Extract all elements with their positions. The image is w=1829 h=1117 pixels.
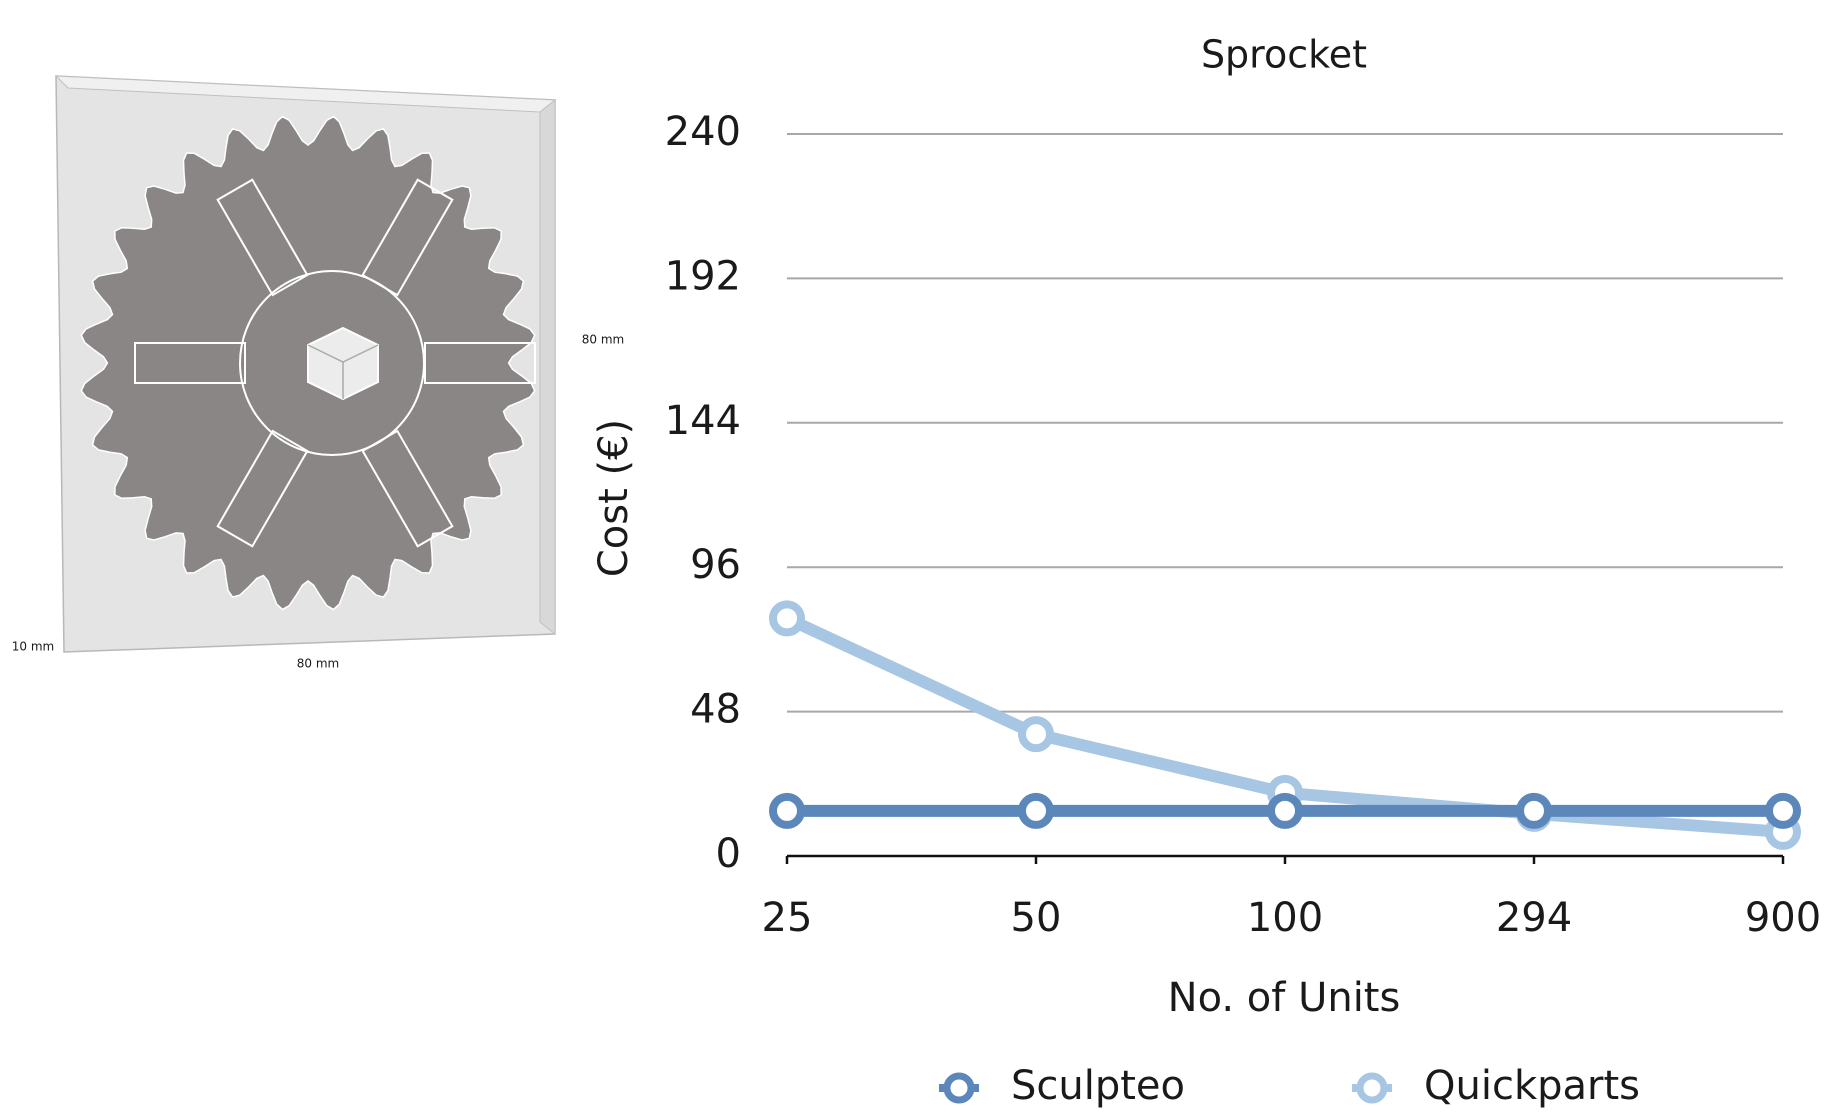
dimension-label: 10 mm xyxy=(12,640,54,654)
legend-swatch xyxy=(1356,1072,1388,1104)
spokes xyxy=(134,178,536,548)
x-tick-label: 294 xyxy=(1496,895,1572,941)
legend-label: Sculpteo xyxy=(1011,1063,1185,1109)
dimension-label: 80 mm xyxy=(297,657,339,671)
point-marker xyxy=(1018,792,1054,829)
x-axis-title: No. of Units xyxy=(1168,975,1401,1021)
y-tick-label: 192 xyxy=(665,253,741,299)
y-tick-label: 240 xyxy=(665,109,741,155)
legend-label: Quickparts xyxy=(1424,1063,1640,1109)
dimension-label: 80 mm xyxy=(582,333,624,347)
point-marker xyxy=(1018,716,1054,753)
y-tick-label: 48 xyxy=(690,687,741,733)
x-tick-label: 25 xyxy=(762,895,813,941)
point-marker xyxy=(1267,792,1303,829)
stock-side xyxy=(539,98,556,636)
spoke xyxy=(361,178,454,297)
x-tick-label: 900 xyxy=(1745,895,1821,941)
sprocket-render: 80 mm 10 mm 80 mm xyxy=(12,75,624,671)
x-tick-label: 100 xyxy=(1247,895,1323,941)
spoke xyxy=(424,342,536,384)
point-marker xyxy=(1765,792,1801,829)
y-axis-title: Cost (€) xyxy=(591,419,637,577)
point-marker xyxy=(769,792,805,829)
point-marker xyxy=(769,600,805,637)
chart-title: Sprocket xyxy=(1201,33,1367,77)
y-tick-label: 96 xyxy=(690,542,741,588)
y-tick-label: 0 xyxy=(716,831,741,877)
y-tick-label: 144 xyxy=(665,398,741,444)
legend-swatch xyxy=(943,1072,975,1104)
x-tick-label: 50 xyxy=(1011,895,1062,941)
spoke xyxy=(361,429,454,548)
spoke xyxy=(134,342,246,384)
point-marker xyxy=(1516,792,1552,829)
spoke xyxy=(216,178,309,297)
spoke xyxy=(216,429,309,548)
